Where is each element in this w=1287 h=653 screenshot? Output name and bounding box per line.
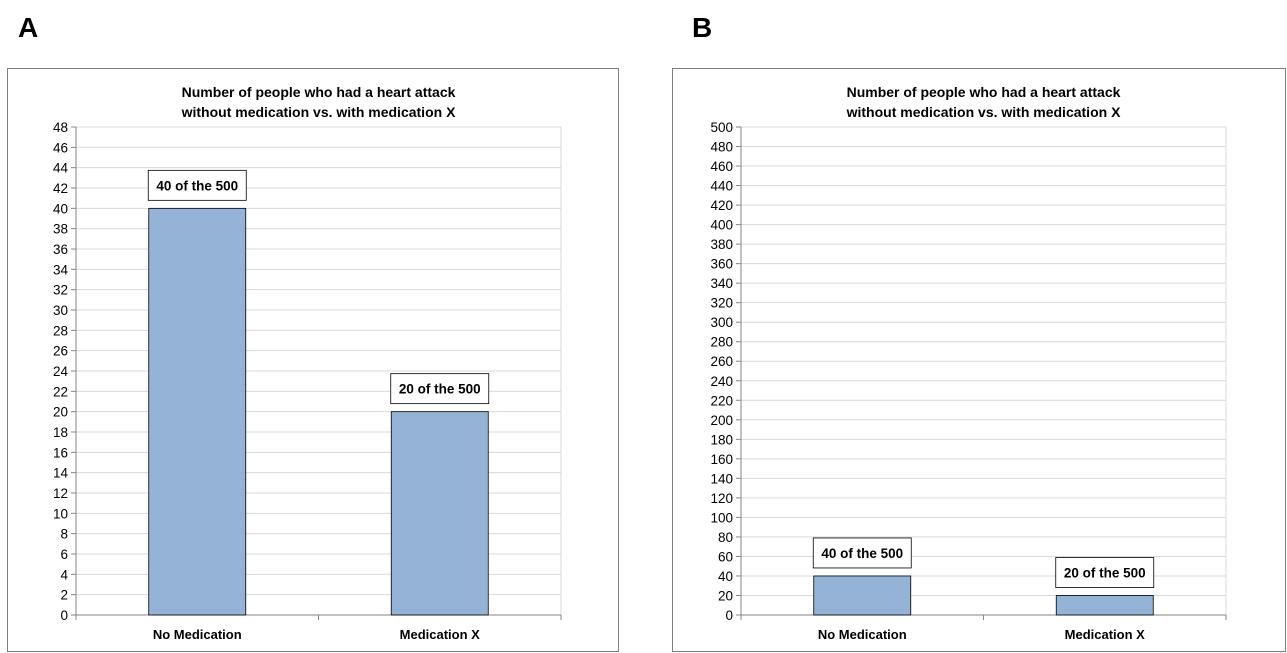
data-label: 40 of the 500: [156, 178, 238, 193]
data-label: 20 of the 500: [1064, 565, 1146, 580]
y-tick-label: 480: [710, 140, 733, 155]
chart-title-line: without medication vs. with medication X: [181, 104, 456, 120]
chart-panel-b: Number of people who had a heart attack w…: [672, 68, 1286, 652]
y-tick-label: 4: [60, 567, 68, 582]
x-category-label: No Medication: [818, 627, 907, 642]
y-tick-label: 300: [710, 315, 733, 330]
bar: [813, 575, 912, 616]
y-tick-label: 20: [718, 588, 733, 603]
chart-title: Number of people who had a heart attack w…: [181, 84, 456, 120]
data-label: 40 of the 500: [821, 546, 903, 561]
y-tick-label: 400: [710, 218, 733, 233]
panel-letter-b: B: [692, 12, 713, 43]
data-label-box: [147, 169, 247, 201]
y-tick-label: 240: [710, 374, 733, 389]
y-tick-label: 30: [53, 303, 68, 318]
y-tick-label: 340: [710, 276, 733, 291]
chart-title-line: without medication vs. with medication X: [846, 104, 1121, 120]
y-tick-label: 40: [53, 201, 68, 216]
y-tick-label: 380: [710, 237, 733, 252]
y-tick-label: 44: [53, 161, 69, 176]
y-tick-label: 40: [718, 569, 733, 584]
y-tick-label: 460: [710, 159, 733, 174]
chart-panel-a: Number of people who had a heart attack w…: [7, 68, 619, 652]
data-label-box: [1055, 557, 1155, 588]
y-tick-label: 60: [718, 549, 733, 564]
y-tick-label: 360: [710, 257, 733, 272]
y-tick-label: 28: [53, 323, 68, 338]
y-tick-label: 140: [710, 471, 733, 486]
bar: [148, 207, 247, 616]
chart-title-line: Number of people who had a heart attack: [847, 84, 1121, 100]
bar: [390, 411, 489, 616]
y-tick-label: 180: [710, 432, 733, 447]
bar-chart-b: Number of people who had a heart attack w…: [710, 84, 1227, 642]
y-tick-label: 260: [710, 354, 733, 369]
y-tick-label: 120: [710, 491, 733, 506]
y-tick-label: 48: [53, 120, 68, 135]
x-category-label: Medication X: [400, 627, 481, 642]
y-tick-label: 2: [60, 588, 68, 603]
y-tick-label: 16: [53, 445, 68, 460]
y-tick-label: 10: [53, 506, 68, 521]
y-tick-label: 320: [710, 296, 733, 311]
bar: [1055, 595, 1154, 616]
y-tick-label: 34: [53, 262, 69, 277]
y-tick-label: 500: [710, 120, 733, 135]
y-tick-label: 38: [53, 222, 68, 237]
y-tick-label: 280: [710, 335, 733, 350]
y-tick-label: 160: [710, 452, 733, 467]
data-label: 20 of the 500: [399, 382, 481, 397]
y-tick-label: 46: [53, 140, 68, 155]
y-tick-label: 200: [710, 413, 733, 428]
data-label-box: [390, 373, 490, 405]
y-tick-label: 24: [53, 364, 69, 379]
y-tick-label: 32: [53, 283, 68, 298]
y-tick-label: 14: [53, 466, 69, 481]
chart-title-line: Number of people who had a heart attack: [182, 84, 456, 100]
x-category-label: Medication X: [1065, 627, 1146, 642]
y-tick-label: 6: [60, 547, 68, 562]
y-tick-label: 220: [710, 393, 733, 408]
y-tick-label: 0: [60, 608, 68, 623]
y-tick-label: 18: [53, 425, 68, 440]
bar-chart-a: Number of people who had a heart attack w…: [53, 84, 562, 642]
x-category-label: No Medication: [153, 627, 242, 642]
y-tick-label: 440: [710, 179, 733, 194]
y-tick-label: 420: [710, 198, 733, 213]
y-tick-label: 8: [60, 527, 68, 542]
y-tick-label: 12: [53, 486, 68, 501]
chart-title: Number of people who had a heart attack w…: [846, 84, 1121, 120]
y-tick-label: 20: [53, 405, 68, 420]
y-tick-label: 80: [718, 530, 733, 545]
y-tick-label: 42: [53, 181, 68, 196]
y-tick-label: 0: [725, 608, 733, 623]
y-tick-label: 26: [53, 344, 68, 359]
panel-letter-a: A: [18, 12, 39, 43]
y-tick-label: 22: [53, 384, 68, 399]
y-tick-label: 36: [53, 242, 68, 257]
y-tick-label: 100: [710, 510, 733, 525]
data-label-box: [812, 537, 912, 569]
